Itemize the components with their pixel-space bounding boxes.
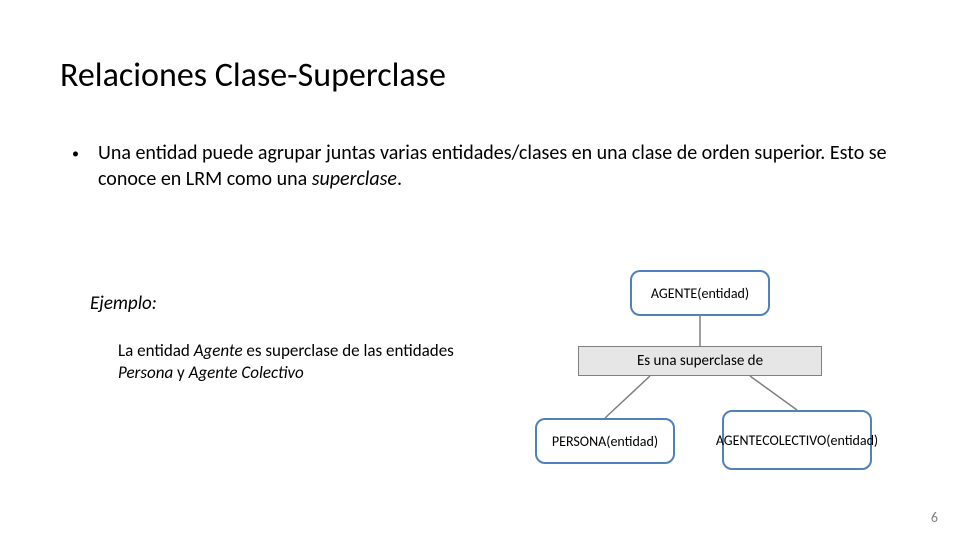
example-desc-i3: Agente Colectivo (189, 362, 304, 383)
example-label: Ejemplo: (90, 292, 157, 315)
superclass-diagram: Es una superclase de AGENTE(entidad) PERSO… (510, 260, 930, 490)
relation-box: Es una superclase de (578, 346, 822, 376)
example-desc-t1: La entidad (118, 340, 194, 361)
bullet-marker: • (72, 140, 98, 192)
example-desc-t2: es superclase de las entidades (243, 340, 454, 361)
example-desc-t3: y (173, 362, 188, 383)
example-desc-i1: Agente (194, 340, 243, 361)
bullet-item: • Una entidad puede agrupar juntas varia… (72, 140, 892, 192)
example-desc-i2: Persona (118, 362, 173, 383)
connector-1 (605, 376, 650, 418)
connector-2 (750, 376, 797, 410)
page-number: 6 (931, 509, 938, 526)
bullet-text: Una entidad puede agrupar juntas varias … (98, 140, 892, 192)
bullet-text-post: . (397, 167, 402, 191)
node-persona: PERSONA(entidad) (535, 418, 675, 464)
node-agente: AGENTE(entidad) (630, 270, 770, 316)
example-description: La entidad Agente es superclase de las e… (118, 340, 468, 384)
bullet-text-italic: superclase (312, 167, 397, 191)
slide-title: Relaciones Clase-Superclase (60, 55, 446, 96)
node-colectivo: AGENTECOLECTIVO(entidad) (722, 410, 872, 470)
bullet-text-pre: Una entidad puede agrupar juntas varias … (98, 141, 887, 191)
